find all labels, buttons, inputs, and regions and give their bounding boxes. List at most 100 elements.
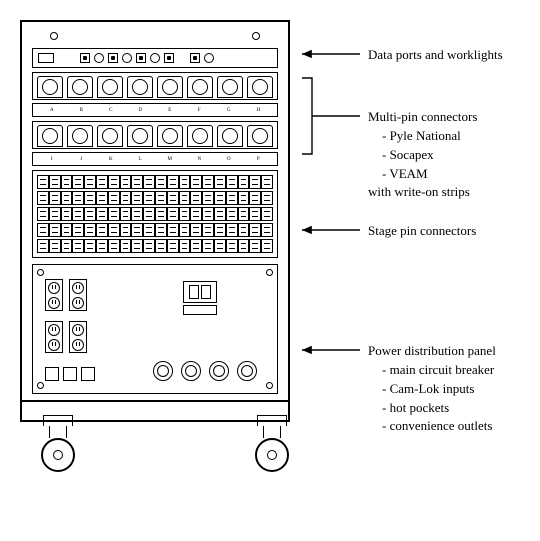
stagepin-connector-icon <box>72 207 84 221</box>
stagepin-connector-icon <box>131 223 143 237</box>
stagepin-connector-icon <box>190 175 202 189</box>
stagepin-connector-icon <box>61 239 73 253</box>
stagepin-connector-icon <box>37 239 49 253</box>
stagepin-row <box>37 239 273 253</box>
bolt-icon <box>252 32 260 40</box>
outlet-group <box>45 321 87 353</box>
multipin-connector-icon <box>217 125 243 147</box>
duplex-outlet-icon <box>45 279 63 311</box>
multipin-connector-icon <box>217 76 243 98</box>
stagepin-connector-icon <box>261 191 273 205</box>
stagepin-connector-icon <box>61 207 73 221</box>
stagepin-connector-icon <box>249 207 261 221</box>
port-icon <box>164 53 174 63</box>
stagepin-connector-icon <box>120 191 132 205</box>
strip-label: L <box>128 157 152 162</box>
strip-label: B <box>69 108 93 113</box>
label-sub: - VEAM <box>368 165 477 184</box>
camlok-icon <box>45 367 59 381</box>
stagepin-connector-icon <box>226 191 238 205</box>
stagepin-connector-icon <box>96 207 108 221</box>
stagepin-connector-icon <box>202 223 214 237</box>
stagepin-connector-icon <box>238 239 250 253</box>
stagepin-connector-icon <box>84 223 96 237</box>
multipin-connector-icon <box>157 125 183 147</box>
stagepin-connector-icon <box>214 223 226 237</box>
port-icon <box>204 53 214 63</box>
stagepin-connector-icon <box>96 223 108 237</box>
multipin-connector-icon <box>97 125 123 147</box>
multipin-connector-icon <box>187 76 213 98</box>
stagepin-connector-icon <box>249 223 261 237</box>
stagepin-row <box>37 223 273 237</box>
label-stagepin: Stage pin connectors <box>368 222 476 241</box>
stagepin-connector-icon <box>84 207 96 221</box>
stagepin-connector-icon <box>120 239 132 253</box>
stagepin-connector-icon <box>72 223 84 237</box>
stagepin-row <box>37 207 273 221</box>
label-text: Multi-pin connectors <box>368 109 477 124</box>
stagepin-connector-icon <box>37 223 49 237</box>
stagepin-connector-icon <box>61 175 73 189</box>
stagepin-connector-icon <box>226 239 238 253</box>
stagepin-connector-icon <box>49 239 61 253</box>
label-sub: - convenience outlets <box>368 417 496 436</box>
duplex-outlet-icon <box>69 279 87 311</box>
stagepin-connector-icon <box>249 175 261 189</box>
multipin-connector-icon <box>127 125 153 147</box>
label-sub: with write-on strips <box>368 183 477 202</box>
multipin-connector-icon <box>247 76 273 98</box>
strip-label: O <box>217 157 241 162</box>
stagepin-connector-icon <box>84 175 96 189</box>
stagepin-connector-icon <box>49 207 61 221</box>
stagepin-connector-icon <box>155 175 167 189</box>
port-icon <box>108 53 118 63</box>
strip-label: E <box>158 108 182 113</box>
label-text: Data ports and worklights <box>368 47 503 62</box>
stagepin-connector-icon <box>249 239 261 253</box>
stagepin-connector-icon <box>96 175 108 189</box>
stagepin-connector-icon <box>238 207 250 221</box>
stagepin-connector-icon <box>155 223 167 237</box>
label-sub: - Cam-Lok inputs <box>368 380 496 399</box>
write-on-strip: ABCDEFGH <box>32 103 278 117</box>
label-data-ports: Data ports and worklights <box>368 46 503 65</box>
stagepin-connector-icon <box>214 175 226 189</box>
multipin-connector-icon <box>37 125 63 147</box>
strip-label: A <box>40 108 64 113</box>
stagepin-connector-icon <box>155 207 167 221</box>
multipin-row <box>32 72 278 100</box>
multipin-connector-icon <box>127 76 153 98</box>
bolt-icon <box>50 32 58 40</box>
stagepin-connector-icon <box>214 207 226 221</box>
stagepin-connector-icon <box>226 175 238 189</box>
stagepin-connector-icon <box>49 191 61 205</box>
strip-label: D <box>128 108 152 113</box>
rack-top-bolts <box>32 28 278 48</box>
caster-wheel-icon <box>250 415 294 472</box>
stagepin-connector-icon <box>72 239 84 253</box>
stagepin-connector-icon <box>37 175 49 189</box>
strip-label: N <box>187 157 211 162</box>
stagepin-connector-icon <box>143 223 155 237</box>
screw-icon <box>266 382 273 389</box>
stagepin-connector-icon <box>108 239 120 253</box>
label-sub: - main circuit breaker <box>368 361 496 380</box>
stagepin-connector-icon <box>131 239 143 253</box>
stagepin-connector-icon <box>190 239 202 253</box>
strip-label: K <box>99 157 123 162</box>
rack-wrapper: ABCDEFGH IJKLMNOP <box>20 20 300 472</box>
stagepin-connector-icon <box>238 191 250 205</box>
power-panel <box>32 264 278 394</box>
multipin-connector-icon <box>67 125 93 147</box>
camlok-icon <box>63 367 77 381</box>
fan-icon <box>153 361 173 381</box>
stagepin-connector-icon <box>108 191 120 205</box>
screw-icon <box>37 382 44 389</box>
stagepin-connector-icon <box>84 239 96 253</box>
stagepin-row <box>37 191 273 205</box>
duplex-outlet-icon <box>69 321 87 353</box>
port-icon <box>94 53 104 63</box>
stagepin-connector-icon <box>226 223 238 237</box>
stagepin-connector-icon <box>167 191 179 205</box>
